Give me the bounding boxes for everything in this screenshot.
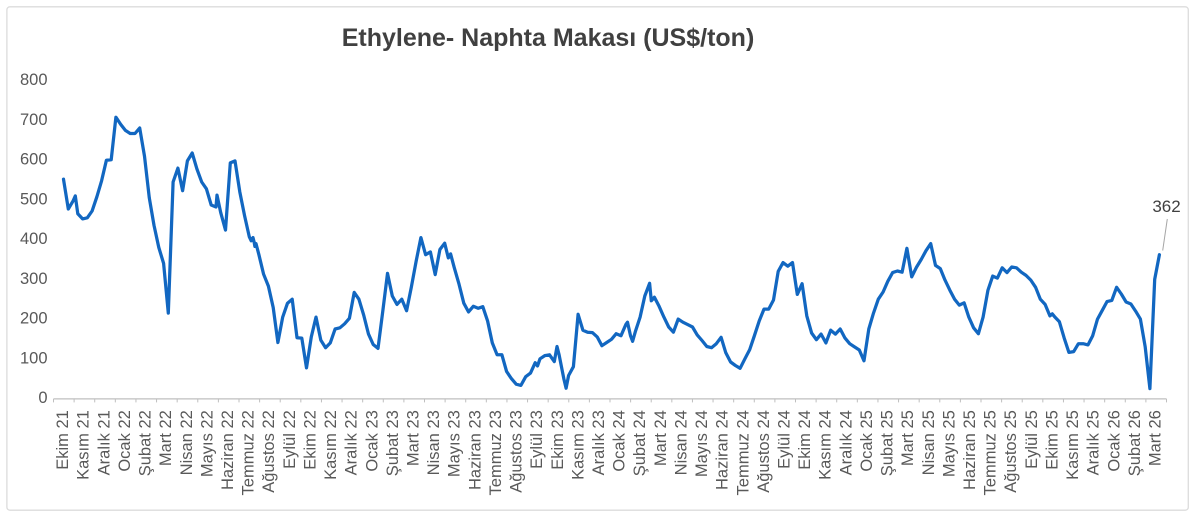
svg-text:Mart 22: Mart 22	[157, 410, 175, 466]
svg-text:Eylül 22: Eylül 22	[281, 410, 299, 469]
svg-text:Mart 24: Mart 24	[652, 410, 670, 466]
svg-text:Mayıs 23: Mayıs 23	[446, 410, 464, 477]
svg-text:Ağustos 23: Ağustos 23	[508, 410, 526, 493]
svg-text:Şubat 25: Şubat 25	[879, 410, 897, 476]
svg-text:Mart 25: Mart 25	[899, 410, 917, 466]
svg-text:600: 600	[20, 151, 48, 169]
svg-text:Ağustos 24: Ağustos 24	[755, 410, 773, 493]
svg-text:Mayıs 24: Mayıs 24	[693, 410, 711, 477]
svg-text:Eylül 23: Eylül 23	[528, 410, 546, 469]
svg-text:200: 200	[20, 310, 48, 328]
svg-text:Mart 26: Mart 26	[1146, 410, 1164, 466]
svg-text:500: 500	[20, 190, 48, 208]
svg-text:Ekim 23: Ekim 23	[549, 410, 567, 470]
svg-text:Kasım 22: Kasım 22	[322, 410, 340, 480]
svg-text:Ağustos 25: Ağustos 25	[1002, 410, 1020, 493]
svg-text:Nisan 22: Nisan 22	[178, 410, 196, 475]
svg-text:Temmuz 24: Temmuz 24	[734, 410, 752, 495]
svg-text:Haziran 25: Haziran 25	[961, 410, 979, 490]
svg-text:362: 362	[1152, 197, 1180, 216]
svg-text:Kasım 24: Kasım 24	[817, 410, 835, 480]
svg-text:Ocak 25: Ocak 25	[858, 410, 876, 471]
svg-text:Ocak 23: Ocak 23	[363, 410, 381, 471]
svg-text:Şubat 23: Şubat 23	[384, 410, 402, 476]
svg-text:Ağustos 22: Ağustos 22	[260, 410, 278, 493]
svg-text:Ocak 24: Ocak 24	[611, 410, 629, 471]
svg-text:Mayıs 25: Mayıs 25	[940, 410, 958, 477]
svg-text:Temmuz 22: Temmuz 22	[240, 410, 258, 495]
svg-text:Aralık 25: Aralık 25	[1085, 410, 1103, 475]
svg-text:300: 300	[20, 270, 48, 288]
svg-text:Ekim 25: Ekim 25	[1043, 410, 1061, 470]
svg-text:Kasım 21: Kasım 21	[75, 410, 93, 480]
svg-text:400: 400	[20, 230, 48, 248]
svg-text:Ekim 22: Ekim 22	[301, 410, 319, 470]
svg-text:800: 800	[20, 71, 48, 89]
svg-text:Ekim 21: Ekim 21	[54, 410, 72, 470]
svg-text:Ocak 26: Ocak 26	[1105, 410, 1123, 471]
svg-text:Nisan 25: Nisan 25	[920, 410, 938, 475]
svg-text:Nisan 24: Nisan 24	[672, 410, 690, 475]
svg-text:Şubat 24: Şubat 24	[631, 410, 649, 476]
svg-text:Haziran 23: Haziran 23	[466, 410, 484, 490]
svg-text:Kasım 25: Kasım 25	[1064, 410, 1082, 480]
svg-text:Aralık 21: Aralık 21	[95, 410, 113, 475]
svg-text:Eylül 25: Eylül 25	[1023, 410, 1041, 469]
svg-text:Şubat 26: Şubat 26	[1126, 410, 1144, 476]
svg-text:Kasım 23: Kasım 23	[569, 410, 587, 480]
svg-text:Ocak 22: Ocak 22	[116, 410, 134, 471]
svg-text:100: 100	[20, 349, 48, 367]
svg-text:Mart 23: Mart 23	[404, 410, 422, 466]
svg-text:Ekim 24: Ekim 24	[796, 410, 814, 470]
svg-text:Şubat 22: Şubat 22	[137, 410, 155, 476]
svg-text:0: 0	[38, 389, 47, 407]
svg-text:Temmuz 23: Temmuz 23	[487, 410, 505, 495]
svg-text:Aralık 24: Aralık 24	[837, 410, 855, 475]
svg-text:Eylül 24: Eylül 24	[775, 410, 793, 469]
svg-text:Aralık 22: Aralık 22	[343, 410, 361, 475]
svg-text:Mayıs 22: Mayıs 22	[198, 410, 216, 477]
svg-text:Haziran 22: Haziran 22	[219, 410, 237, 490]
svg-text:Haziran 24: Haziran 24	[714, 410, 732, 490]
svg-text:Temmuz 25: Temmuz 25	[982, 410, 1000, 495]
svg-text:Ethylene- Naphta Makası (US$/t: Ethylene- Naphta Makası (US$/ton)	[342, 24, 755, 52]
svg-text:Nisan 23: Nisan 23	[425, 410, 443, 475]
svg-text:Aralık 23: Aralık 23	[590, 410, 608, 475]
svg-text:700: 700	[20, 111, 48, 129]
